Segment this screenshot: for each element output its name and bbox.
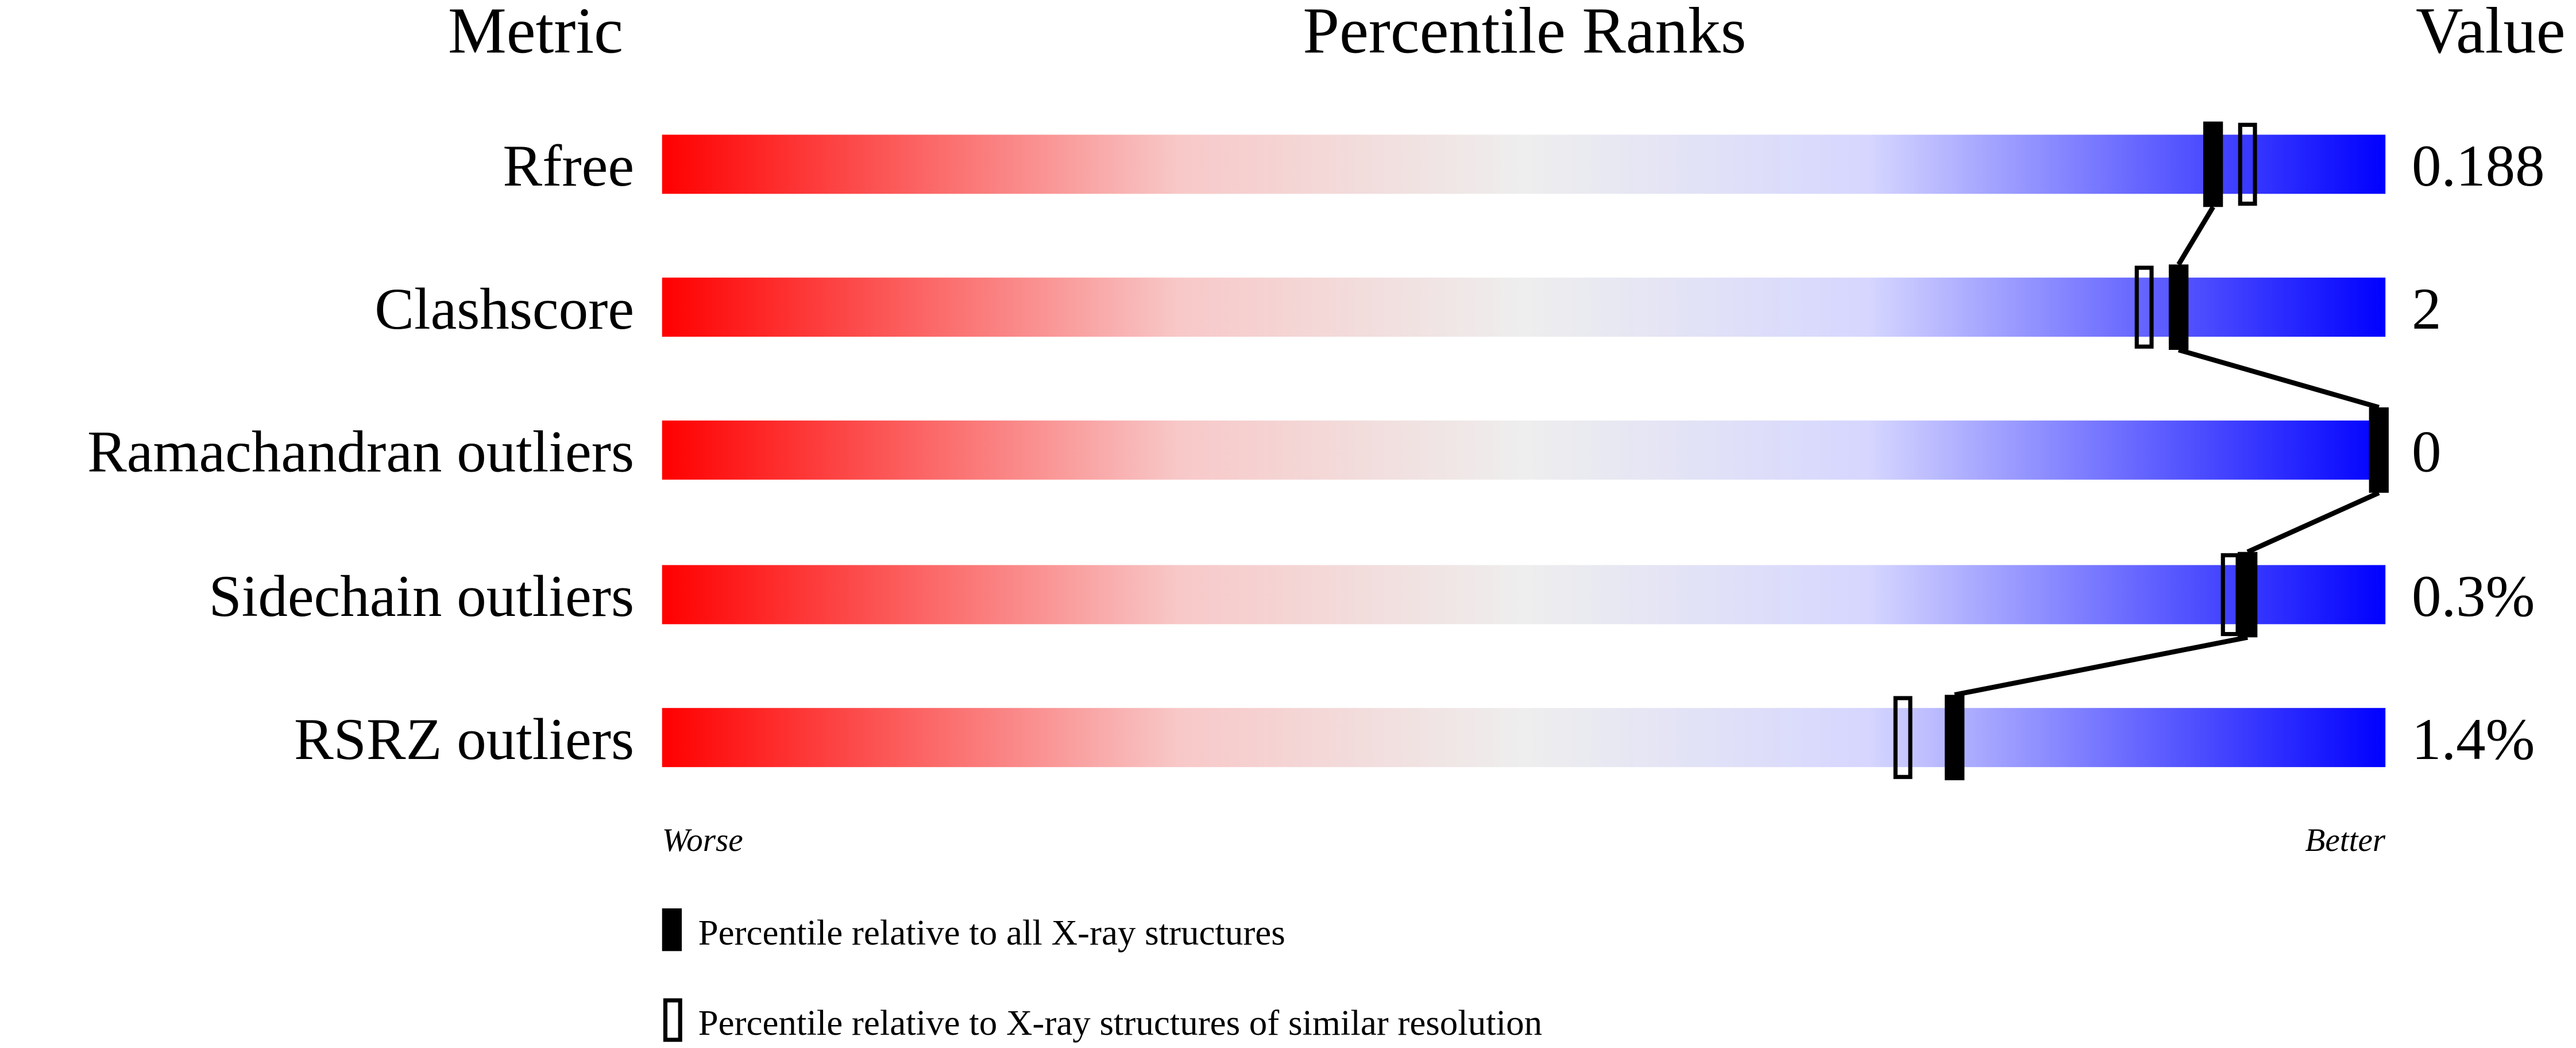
connector-line — [2176, 206, 2215, 266]
marker-all-structures — [2168, 264, 2189, 350]
legend-open-marker — [663, 998, 682, 1042]
metric-label: Ramachandran outliers — [87, 419, 634, 485]
axis-label-worse: Worse — [662, 822, 743, 858]
metric-value: 0 — [2412, 419, 2441, 485]
percentile-bar — [662, 278, 2386, 337]
legend-open-label: Percentile relative to X-ray structures … — [698, 1003, 1542, 1043]
marker-similar-resolution — [2238, 122, 2257, 206]
header-percentile-ranks: Percentile Ranks — [1303, 0, 1746, 67]
percentile-bar — [662, 565, 2386, 625]
legend-filled-label: Percentile relative to all X-ray structu… — [698, 912, 1285, 953]
legend-filled-marker — [662, 908, 682, 951]
connector-line — [2246, 490, 2380, 554]
percentile-bar — [662, 708, 2386, 768]
marker-similar-resolution — [1893, 696, 1913, 779]
header-value: Value — [2416, 0, 2565, 67]
metric-value: 0.3% — [2412, 564, 2535, 629]
marker-similar-resolution — [2134, 265, 2154, 349]
connector-line — [1954, 635, 2248, 698]
marker-all-structures — [1944, 695, 1965, 780]
metric-value: 1.4% — [2412, 707, 2535, 772]
header-metric: Metric — [448, 0, 623, 67]
metric-value: 0.188 — [2412, 133, 2545, 199]
metric-label: Sidechain outliers — [208, 564, 634, 629]
connector-line — [2177, 347, 2380, 410]
metric-label: Clashscore — [374, 276, 634, 342]
marker-all-structures — [2369, 407, 2389, 493]
metric-label: Rfree — [503, 133, 634, 199]
marker-all-structures — [2203, 121, 2223, 207]
axis-label-better: Better — [2305, 822, 2386, 858]
percentile-bar — [662, 420, 2386, 480]
percentile-bar — [662, 134, 2386, 194]
metric-label: RSRZ outliers — [294, 707, 634, 772]
marker-all-structures — [2238, 552, 2258, 638]
metric-value: 2 — [2412, 276, 2441, 342]
